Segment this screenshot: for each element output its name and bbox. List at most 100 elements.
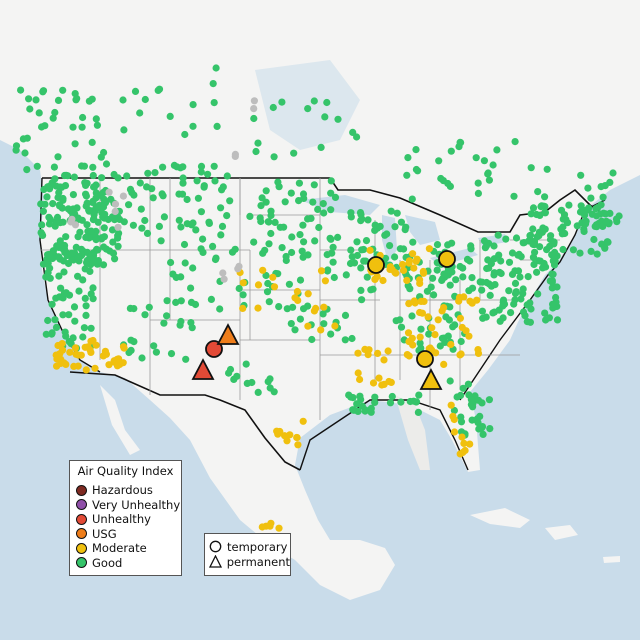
sensor-dot — [138, 224, 146, 232]
sensor-dot — [327, 177, 335, 185]
sensor-dot — [167, 258, 175, 267]
sensor-dot — [485, 176, 493, 184]
sensor-dot — [93, 121, 101, 129]
sensor-dot — [246, 212, 254, 220]
sensor-dot — [472, 154, 480, 162]
sensor-dot — [205, 219, 213, 227]
sensor-dot — [474, 179, 482, 187]
sensor-dot — [108, 226, 117, 234]
sensor-dot — [289, 303, 297, 311]
sensor-dot — [263, 288, 272, 296]
hazardous-swatch — [76, 484, 87, 496]
sensor-dot — [80, 162, 88, 170]
sensor-dot — [125, 201, 133, 209]
sensor-dot — [217, 231, 225, 239]
sensor-dot — [444, 332, 452, 340]
sensor-dot — [223, 172, 231, 180]
sensor-dot — [452, 276, 460, 284]
sensor-dot — [275, 524, 283, 532]
sensor-dot — [362, 237, 371, 245]
sensor-dot — [409, 250, 417, 258]
sensor-dot — [321, 113, 329, 121]
sensor-dot — [515, 250, 523, 258]
sensor-dot — [67, 218, 75, 226]
sensor-dot — [392, 317, 400, 325]
aqi-legend-item: Hazardous — [76, 483, 181, 498]
sensor-dot — [107, 195, 115, 203]
sensor-dot — [177, 297, 185, 305]
sensor-dot — [342, 271, 350, 279]
sensor-dot — [398, 260, 407, 269]
sensor-dot — [304, 290, 312, 298]
sensor-dot — [334, 233, 342, 241]
sensor-dot — [53, 355, 61, 363]
sensor-dot — [590, 235, 598, 244]
very-unhealthy-swatch — [76, 499, 87, 511]
sensor-dot — [539, 224, 547, 232]
type-legend-item: permanent — [209, 554, 290, 569]
sensor-dot — [448, 268, 456, 276]
sensor-dot — [90, 183, 98, 191]
sensor-dot — [267, 519, 275, 527]
sensor-dot — [375, 374, 383, 382]
sensor-dot — [51, 175, 59, 183]
sensor-dot — [393, 209, 401, 217]
sensor-dot — [46, 215, 55, 223]
sensor-dot — [405, 257, 413, 265]
sensor-dot — [267, 229, 275, 238]
sensor-dot — [532, 210, 541, 219]
sensor-dot — [456, 351, 464, 359]
sensor-dot — [74, 362, 82, 370]
sensor-dot — [327, 206, 335, 214]
sensor-dot — [42, 260, 50, 268]
sensor-dot — [559, 245, 567, 254]
sensor-dot — [44, 269, 52, 277]
sensor-dot — [74, 254, 82, 262]
sensor-dot — [60, 268, 68, 276]
sensor-dot — [92, 341, 100, 349]
aqi-legend-item: Moderate — [76, 541, 181, 556]
sensor-dot — [59, 194, 67, 203]
sensor-dot — [371, 226, 379, 234]
sensor-dot — [410, 397, 418, 405]
sensor-dot — [489, 161, 497, 169]
sensor-dot — [69, 123, 77, 131]
sensor-dot — [35, 109, 43, 117]
sensor-dot — [65, 311, 73, 319]
sensor-dot — [23, 166, 31, 174]
sensor-dot — [82, 302, 90, 310]
sensor-dot — [296, 231, 304, 239]
sensor-dot — [189, 264, 197, 272]
sensor-dot — [110, 357, 118, 365]
sensor-dot — [360, 257, 368, 265]
sensor-dot — [266, 375, 274, 383]
sensor-dot — [105, 188, 113, 196]
sensor-dot — [129, 221, 137, 229]
sensor-dot — [144, 169, 152, 177]
sensor-dot — [434, 316, 442, 324]
sensor-dot — [48, 329, 56, 337]
sensor-dot — [511, 289, 520, 298]
sensor-dot — [466, 440, 474, 448]
sensor-dot — [357, 264, 365, 272]
sensor-dot — [315, 223, 323, 232]
sensor-dot — [383, 230, 391, 238]
sensor-dot — [211, 255, 220, 264]
sensor-dot — [220, 275, 228, 283]
sensor-dot — [366, 246, 374, 254]
sensor-dot — [160, 213, 168, 221]
sensor-dot — [416, 333, 424, 341]
sensor-dot — [288, 248, 296, 257]
sensor-dot — [210, 162, 218, 170]
sensor-dot — [192, 226, 200, 234]
sensor-dot — [82, 311, 90, 319]
sensor-dot — [33, 162, 41, 170]
sensor-dot — [587, 247, 595, 255]
sensor-dot — [291, 294, 299, 302]
sensor-dot — [310, 181, 318, 189]
sensor-dot — [231, 152, 239, 160]
sensor-dot — [163, 312, 171, 320]
sensor-dot — [347, 209, 355, 217]
sensor-dot — [273, 427, 281, 435]
sensor-dot — [529, 240, 538, 249]
